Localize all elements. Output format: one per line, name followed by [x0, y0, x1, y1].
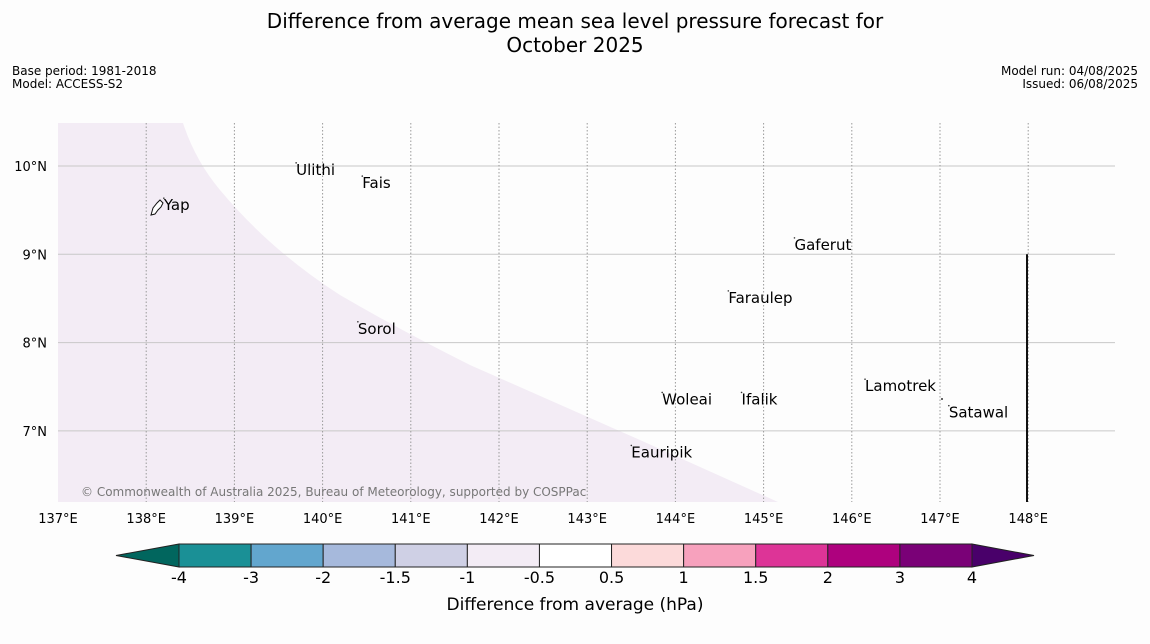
colorbar-label: -0.5 — [524, 568, 555, 587]
run-info: Model run: 04/08/2025 Issued: 06/08/2025 — [1001, 65, 1138, 91]
colorbar-label: 1 — [679, 568, 689, 587]
lon-label: 141°E — [391, 512, 431, 527]
colorbar-segment — [178, 543, 252, 568]
colorbar-segment — [322, 543, 396, 568]
colorbar-segment — [250, 543, 324, 568]
place-label-satawal: Satawal — [949, 404, 1008, 422]
island-marker — [740, 391, 743, 394]
lon-label: 143°E — [567, 512, 607, 527]
lat-label: 10°N — [14, 160, 47, 175]
shaded-pressure-region — [58, 123, 778, 502]
colorbar-label: 0.5 — [599, 568, 624, 587]
place-label-lamotrek: Lamotrek — [865, 377, 936, 395]
base-period-text: Base period: 1981-2018 — [12, 64, 157, 78]
colorbar-over-arrow — [971, 543, 1035, 568]
colorbar-label: -2 — [315, 568, 331, 587]
colorbar-segment — [466, 543, 540, 568]
island-marker — [727, 290, 730, 292]
colorbar-under-arrow — [115, 543, 180, 568]
colorbar-segment — [538, 543, 613, 568]
lon-label: 148°E — [1008, 512, 1048, 527]
island-marker — [163, 197, 165, 199]
island-marker — [630, 444, 633, 447]
colorbar-segment — [827, 543, 901, 568]
colorbar-label: 4 — [967, 568, 977, 587]
base-info: Base period: 1981-2018 Model: ACCESS-S2 — [12, 65, 157, 91]
lon-label: 146°E — [832, 512, 872, 527]
island-marker — [661, 391, 663, 394]
title-line-2: October 2025 — [506, 33, 644, 57]
island-marker — [361, 175, 364, 177]
model-text: Model: ACCESS-S2 — [12, 77, 124, 91]
lon-label: 138°E — [126, 512, 166, 527]
colorbar-segment — [755, 543, 829, 568]
lat-label: 8°N — [23, 337, 48, 352]
issued-text: Issued: 06/08/2025 — [1022, 77, 1138, 91]
colorbar-label: -1 — [459, 568, 475, 587]
model-run-text: Model run: 04/08/2025 — [1000, 64, 1138, 78]
colorbar-segment — [899, 543, 973, 568]
lat-label: 9°N — [23, 248, 48, 263]
colorbar-segment — [611, 543, 685, 568]
lon-label: 144°E — [656, 512, 696, 527]
island-marker — [295, 162, 297, 164]
place-label-gaferut: Gaferut — [794, 236, 851, 254]
map-title: Difference from average mean sea level p… — [0, 9, 1150, 57]
islet-marker — [941, 398, 943, 400]
island-marker — [357, 320, 359, 323]
yap-island-shape — [150, 199, 164, 216]
lon-label: 145°E — [744, 512, 784, 527]
colorbar-label: 2 — [823, 568, 833, 587]
place-label-woleai: Woleai — [662, 390, 712, 408]
lon-label: 140°E — [303, 512, 343, 527]
colorbar-label: 3 — [895, 568, 905, 587]
place-label-faraulep: Faraulep — [728, 289, 792, 307]
island-marker — [864, 378, 866, 380]
title-line-1: Difference from average mean sea level p… — [266, 9, 884, 33]
place-label-ifalik: Ifalik — [742, 390, 778, 408]
lon-label: 147°E — [920, 512, 960, 527]
island-marker — [793, 237, 796, 239]
lon-label: 139°E — [215, 512, 255, 527]
copyright-text: © Commonwealth of Australia 2025, Bureau… — [81, 485, 586, 499]
colorbar-title: Difference from average (hPa) — [447, 595, 704, 615]
colorbar-segment — [683, 543, 757, 568]
place-label-ulithi: Ulithi — [296, 161, 335, 179]
lat-label: 7°N — [23, 425, 48, 440]
colorbar-label: -4 — [171, 568, 187, 587]
lon-label: 137°E — [38, 512, 78, 527]
place-label-sorol: Sorol — [358, 320, 396, 338]
place-label-eauripik: Eauripik — [631, 443, 692, 461]
colorbar-label: -1.5 — [380, 568, 411, 587]
colorbar-label: -3 — [243, 568, 259, 587]
place-label-yap: Yap — [163, 196, 190, 214]
island-marker — [948, 404, 950, 407]
lon-label: 142°E — [479, 512, 519, 527]
colorbar-segment — [394, 543, 468, 568]
colorbar-label: 1.5 — [743, 568, 768, 587]
place-label-fais: Fais — [362, 174, 391, 192]
